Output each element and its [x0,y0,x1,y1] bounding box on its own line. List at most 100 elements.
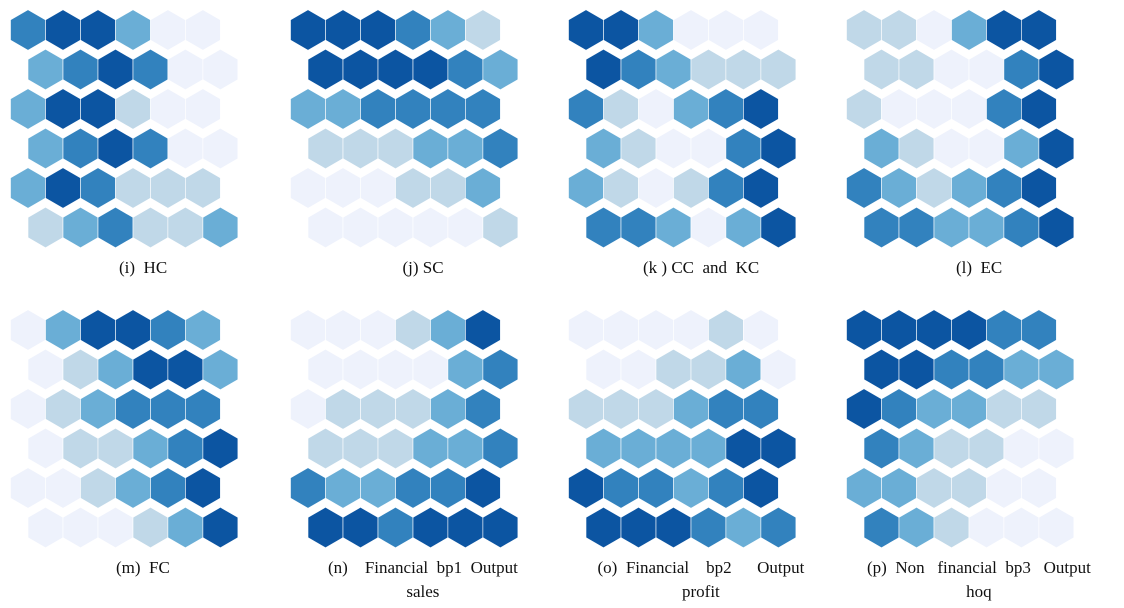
hex-cell [898,348,935,391]
hex-cell [933,127,970,170]
hex-cell [150,309,186,351]
hex-cell [585,48,622,91]
caption-line-1: (n) Financial bp1 Output [328,558,518,577]
hex-cell [708,167,744,209]
hex-cell [743,467,779,509]
hex-cell [482,427,519,470]
hex-cell [202,48,239,91]
hex-cell [898,506,935,549]
caption-line-1: (k ) CC and KC [643,258,760,277]
hex-cell [62,348,99,391]
hex-cell [968,127,1005,170]
hex-cell [951,467,987,509]
panel-l [844,9,1114,255]
hex-cell [80,88,116,130]
hex-cell [202,348,239,391]
hex-cell [1003,48,1040,91]
hex-cell [568,167,604,209]
hex-cell [951,388,987,430]
hex-cell [465,167,501,209]
hex-cell [968,348,1005,391]
hex-cell [1021,167,1057,209]
hex-cell [638,309,674,351]
hex-cell [690,506,727,549]
hex-cell [80,309,116,351]
hex-cell [585,427,622,470]
hex-cell [673,88,709,130]
hex-cell [863,506,900,549]
hex-cell [690,348,727,391]
panel-p [844,309,1114,555]
hex-cell [307,127,344,170]
hex-cell [708,388,744,430]
hex-cell [465,88,501,130]
caption-line-2: hoq [966,582,992,601]
hex-cell [430,167,466,209]
hex-cell [482,206,519,249]
panel-caption: (i) HC [119,256,167,280]
hex-cell [150,388,186,430]
hex-cell [585,206,622,249]
hex-cell [933,348,970,391]
hex-cell [673,388,709,430]
hex-cell [290,88,326,130]
hex-cell [916,467,952,509]
hex-cell [342,506,379,549]
hex-cell [10,388,46,430]
panel-caption: (p) Non financial bp3 Output hoq [867,556,1091,604]
hex-cell [62,48,99,91]
hex-cell [986,309,1022,351]
hex-cell [97,427,134,470]
hex-cell [447,427,484,470]
hex-cell [916,309,952,351]
hex-cell [968,427,1005,470]
hex-map-n [290,309,519,549]
hex-cell [80,9,116,51]
hex-cell [395,9,431,51]
panel-caption: (j) SC [403,256,444,280]
hex-cell [708,9,744,51]
hex-cell [132,506,169,549]
hex-cell [325,388,361,430]
hex-cell [603,88,639,130]
hex-cell [27,506,64,549]
panel-o [566,309,836,555]
hex-cell [342,427,379,470]
hex-cell [325,9,361,51]
hex-cell [377,506,414,549]
hex-cell [377,348,414,391]
hex-cell [951,167,987,209]
hex-cell [725,48,762,91]
hex-cell [951,88,987,130]
hex-cell [185,309,221,351]
hex-cell [377,48,414,91]
hex-cell [150,167,186,209]
hex-cell [986,9,1022,51]
hex-cell [585,506,622,549]
hex-cell [673,309,709,351]
hex-cell [933,427,970,470]
hex-cell [620,506,657,549]
hex-map-p [846,309,1075,549]
hex-cell [80,467,116,509]
hex-cell [167,206,204,249]
hex-cell [447,348,484,391]
hex-cell [465,467,501,509]
hex-cell [377,206,414,249]
hex-cell [603,9,639,51]
hex-cell [655,427,692,470]
hex-cell [167,506,204,549]
hex-cell [568,388,604,430]
caption-line-1: (p) Non financial bp3 Output [867,558,1091,577]
hex-cell [395,88,431,130]
hex-cell [45,309,81,351]
caption-line-2: profit [682,582,720,601]
hex-cell [290,467,326,509]
hex-cell [377,427,414,470]
hex-cell [412,206,449,249]
hex-cell [1038,206,1075,249]
hex-cell [97,48,134,91]
hex-cell [290,309,326,351]
hex-cell [846,467,882,509]
hex-cell [1021,467,1057,509]
